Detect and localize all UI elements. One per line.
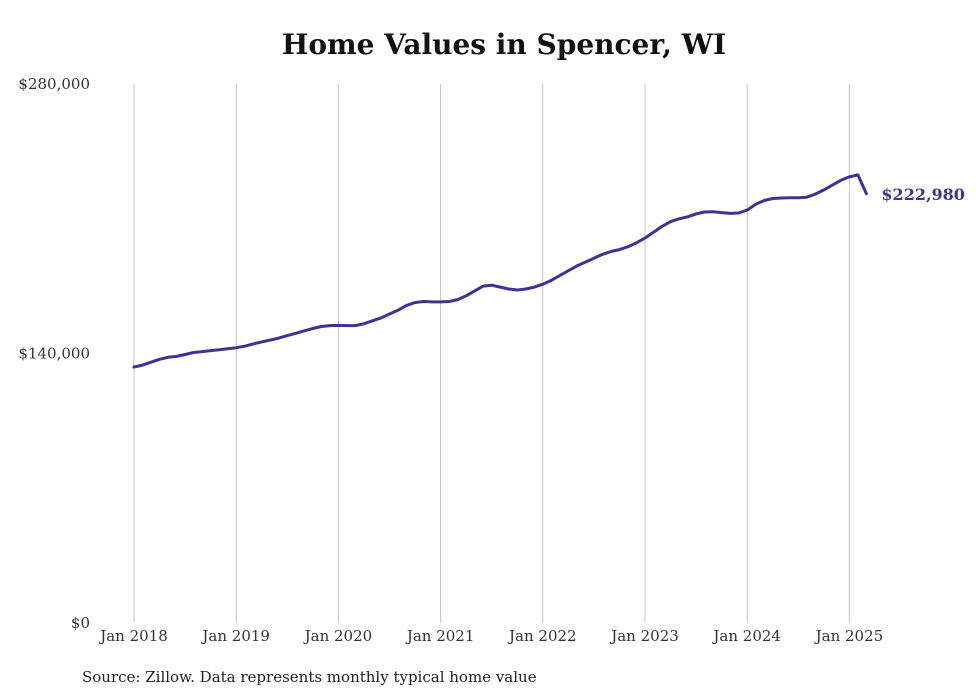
x-tick-label: Jan 2021 xyxy=(405,627,475,645)
x-tick-label: Jan 2022 xyxy=(507,627,577,645)
x-tick-label: Jan 2024 xyxy=(711,627,781,645)
y-tick-label: $140,000 xyxy=(18,345,90,363)
x-tick-label: Jan 2018 xyxy=(98,627,168,645)
x-tick-label: Jan 2019 xyxy=(200,627,270,645)
x-tick-label: Jan 2020 xyxy=(303,627,373,645)
series-layer: $222,980 xyxy=(132,173,965,369)
end-value-label: $222,980 xyxy=(881,185,965,204)
y-axis: $0 $140,000 $280,000 xyxy=(18,75,90,632)
series-line xyxy=(132,173,868,369)
x-tick-label: Jan 2025 xyxy=(814,627,884,645)
vertical-grid xyxy=(133,84,850,623)
y-tick-label: $280,000 xyxy=(18,75,90,93)
x-tick-label: Jan 2023 xyxy=(609,627,679,645)
source-note: Source: Zillow. Data represents monthly … xyxy=(82,668,537,686)
x-axis: Jan 2018 Jan 2019 Jan 2020 Jan 2021 Jan 2022… xyxy=(98,627,883,645)
y-tick-label: $0 xyxy=(71,614,90,632)
chart-title: Home Values in Spencer, WI xyxy=(281,28,727,61)
